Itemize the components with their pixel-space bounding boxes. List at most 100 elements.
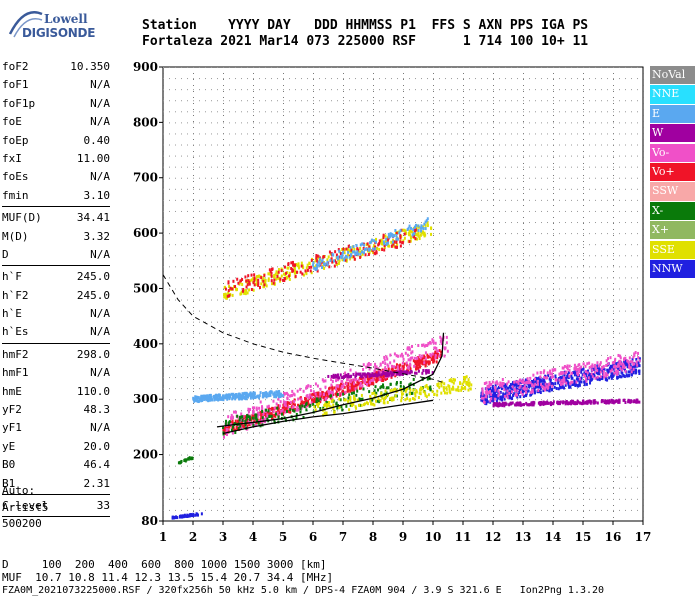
grid-dot-col [193,271,194,272]
grid-dot-row [313,432,314,434]
grid-dot-col [163,229,164,230]
grid-dot-col [223,175,224,176]
grid-dot-row [229,244,230,246]
grid-dot-row [613,498,614,500]
grid-dot-row [181,343,182,345]
grid-dot-row [325,111,326,113]
grid-dot-row [481,410,482,412]
grid-dot-row [355,421,356,423]
grid-dot-row [373,122,374,124]
grid-dot-row [241,133,242,135]
grid-dot-row [499,144,500,146]
grid-dot-row [247,498,248,500]
grid-dot-row [463,354,464,356]
grid-dot-row [493,343,494,345]
grid-dot-row [517,199,518,201]
grid-dot-row [547,266,548,268]
grid-dot-row [445,288,446,290]
grid-dot-col [343,235,344,236]
grid-dot-row [403,399,404,401]
grid-dot-row [217,454,218,456]
grid-dot-col [373,229,374,230]
grid-dot-row [175,354,176,356]
grid-dot-row [637,155,638,157]
grid-dot-row [625,509,626,511]
grid-dot-col [343,157,344,158]
grid-dot-col [433,337,434,338]
echo-point [439,355,442,359]
grid-dot-row [271,343,272,345]
grid-dot-col [223,307,224,308]
grid-dot-col [523,469,524,470]
grid-dot-col [163,91,164,92]
grid-dot-row [187,421,188,423]
grid-dot-row [577,67,578,68]
grid-dot-row [613,266,614,268]
grid-dot-row [325,100,326,102]
grid-dot-col [193,301,194,302]
grid-dot-col [283,181,284,182]
grid-dot-row [379,67,380,68]
grid-dot-row [301,454,302,456]
grid-dot-row [541,310,542,312]
grid-dot-row [385,332,386,334]
grid-dot-row [193,233,194,235]
grid-dot-col [433,235,434,236]
grid-dot-row [607,222,608,224]
grid-dot-row [427,166,428,168]
grid-dot-col [493,373,494,374]
grid-dot-row [289,188,290,190]
grid-dot-col [643,121,644,122]
grid-dot-row [625,78,626,80]
grid-dot-row [211,233,212,235]
grid-dot-row [337,487,338,489]
grid-dot-row [475,509,476,511]
grid-dot-row [475,133,476,135]
grid-dot-row [457,343,458,345]
grid-dot-col [583,115,584,116]
grid-dot-row [325,354,326,356]
grid-dot-col [433,463,434,464]
grid-dot-col [343,403,344,404]
grid-dot-row [223,122,224,124]
param-value: 46.4 [83,458,111,472]
grid-dot-row [325,343,326,345]
grid-dot-col [193,451,194,452]
grid-dot-row [343,310,344,312]
grid-dot-row [565,233,566,235]
grid-dot-row [631,487,632,489]
grid-dot-row [613,222,614,224]
grid-dot-row [469,465,470,467]
grid-dot-row [193,188,194,190]
grid-dot-row [313,509,314,511]
grid-dot-row [277,188,278,190]
grid-dot-row [529,354,530,356]
grid-dot-row [553,365,554,367]
grid-dot-col [553,493,554,494]
grid-dot-row [199,244,200,246]
grid-dot-row [415,343,416,345]
grid-dot-row [583,288,584,290]
grid-dot-row [445,266,446,268]
param-value: 33 [96,498,110,512]
grid-dot-row [631,377,632,379]
grid-dot-col [493,517,494,518]
grid-dot-col [163,301,164,302]
grid-dot-row [241,144,242,146]
grid-dot-row [409,111,410,113]
grid-dot-row [541,432,542,434]
grid-dot-col [343,307,344,308]
grid-dot-row [583,365,584,367]
grid-dot-row [289,89,290,91]
param-name: B0 [2,458,16,472]
grid-dot-row [445,487,446,489]
grid-dot-row [211,188,212,190]
grid-dot-row [223,487,224,489]
grid-dot-row [595,443,596,445]
grid-dot-row [403,410,404,412]
grid-dot-row [535,177,536,179]
grid-dot-row [457,210,458,212]
grid-dot-row [589,89,590,91]
grid-dot-row [421,487,422,489]
grid-dot-row [439,410,440,412]
